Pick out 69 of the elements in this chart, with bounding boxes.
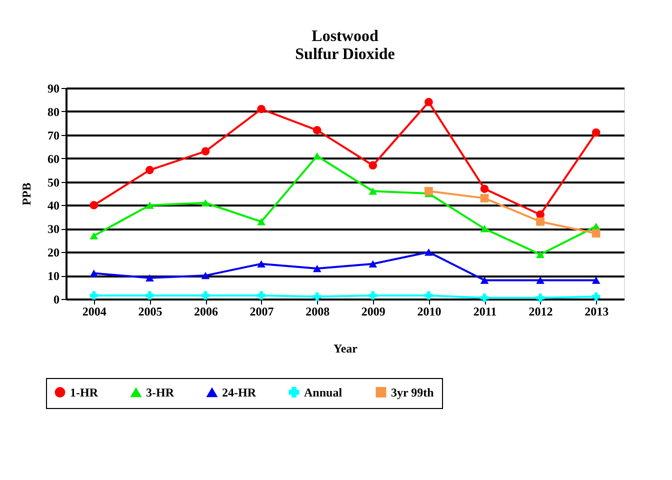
y-tick-label: 30 <box>48 222 60 236</box>
x-tick-label: 2008 <box>306 304 330 318</box>
point <box>257 260 266 268</box>
point <box>146 202 154 209</box>
point <box>480 294 489 302</box>
point <box>424 291 433 300</box>
legend-label: Annual <box>304 385 343 400</box>
x-tick-label: 2004 <box>82 304 106 318</box>
x-tick-label: 2012 <box>528 304 553 318</box>
point <box>90 232 98 240</box>
x-tick-label: 2013 <box>584 304 609 318</box>
point <box>368 291 378 300</box>
point <box>368 161 378 170</box>
chart-subtitle: Sulfur Dioxide <box>295 46 395 63</box>
x-tick-label: 2007 <box>250 304 274 318</box>
point <box>424 186 433 196</box>
x-tick-label: 2009 <box>361 304 386 318</box>
y-tick-label: 70 <box>48 128 60 142</box>
point <box>592 292 600 301</box>
point <box>536 250 544 258</box>
point <box>368 188 378 195</box>
point <box>592 229 600 238</box>
x-tick-label: 2010 <box>417 304 442 318</box>
x-axis-title: Year <box>334 342 358 356</box>
point <box>90 201 98 210</box>
y-tick-label: 10 <box>48 269 60 284</box>
point <box>480 225 489 232</box>
point <box>90 291 98 300</box>
x-tick-label: 2011 <box>473 304 497 318</box>
point <box>480 184 489 193</box>
point <box>536 217 544 226</box>
legend-label: 24-HR <box>222 386 256 400</box>
chart-title: Lostwood <box>312 28 378 45</box>
point <box>257 291 266 300</box>
point <box>312 126 322 134</box>
y-tick-label: 50 <box>48 175 60 190</box>
point <box>480 194 489 202</box>
legend-label: 1-HR <box>70 385 98 400</box>
point <box>257 218 266 226</box>
point <box>257 104 266 114</box>
y-tick-label: 90 <box>48 82 60 96</box>
point <box>424 98 433 106</box>
point <box>201 272 210 280</box>
x-tick-label: 2006 <box>194 304 218 318</box>
y-tick-label: 60 <box>48 152 60 166</box>
y-tick-label: 40 <box>48 198 60 213</box>
legend-label: 3yr 99th <box>391 385 434 400</box>
point <box>90 270 98 277</box>
point <box>592 276 600 284</box>
point <box>424 248 433 256</box>
y-tick-label: 20 <box>48 246 60 260</box>
point <box>592 128 600 137</box>
point <box>536 276 544 284</box>
x-tick-label: 2005 <box>138 304 162 318</box>
legend-label: 3-HR <box>146 386 174 400</box>
point <box>312 292 322 301</box>
y-tick-label: 80 <box>48 104 60 119</box>
point <box>146 291 154 300</box>
y-axis-title: PPB <box>20 182 34 206</box>
y-tick-label: 0 <box>54 292 60 306</box>
point <box>146 166 154 174</box>
point <box>480 276 489 284</box>
point <box>312 264 322 272</box>
point <box>201 147 210 156</box>
point <box>368 260 378 268</box>
point <box>312 152 322 160</box>
point <box>201 199 210 206</box>
point <box>146 274 154 282</box>
point <box>536 294 544 302</box>
